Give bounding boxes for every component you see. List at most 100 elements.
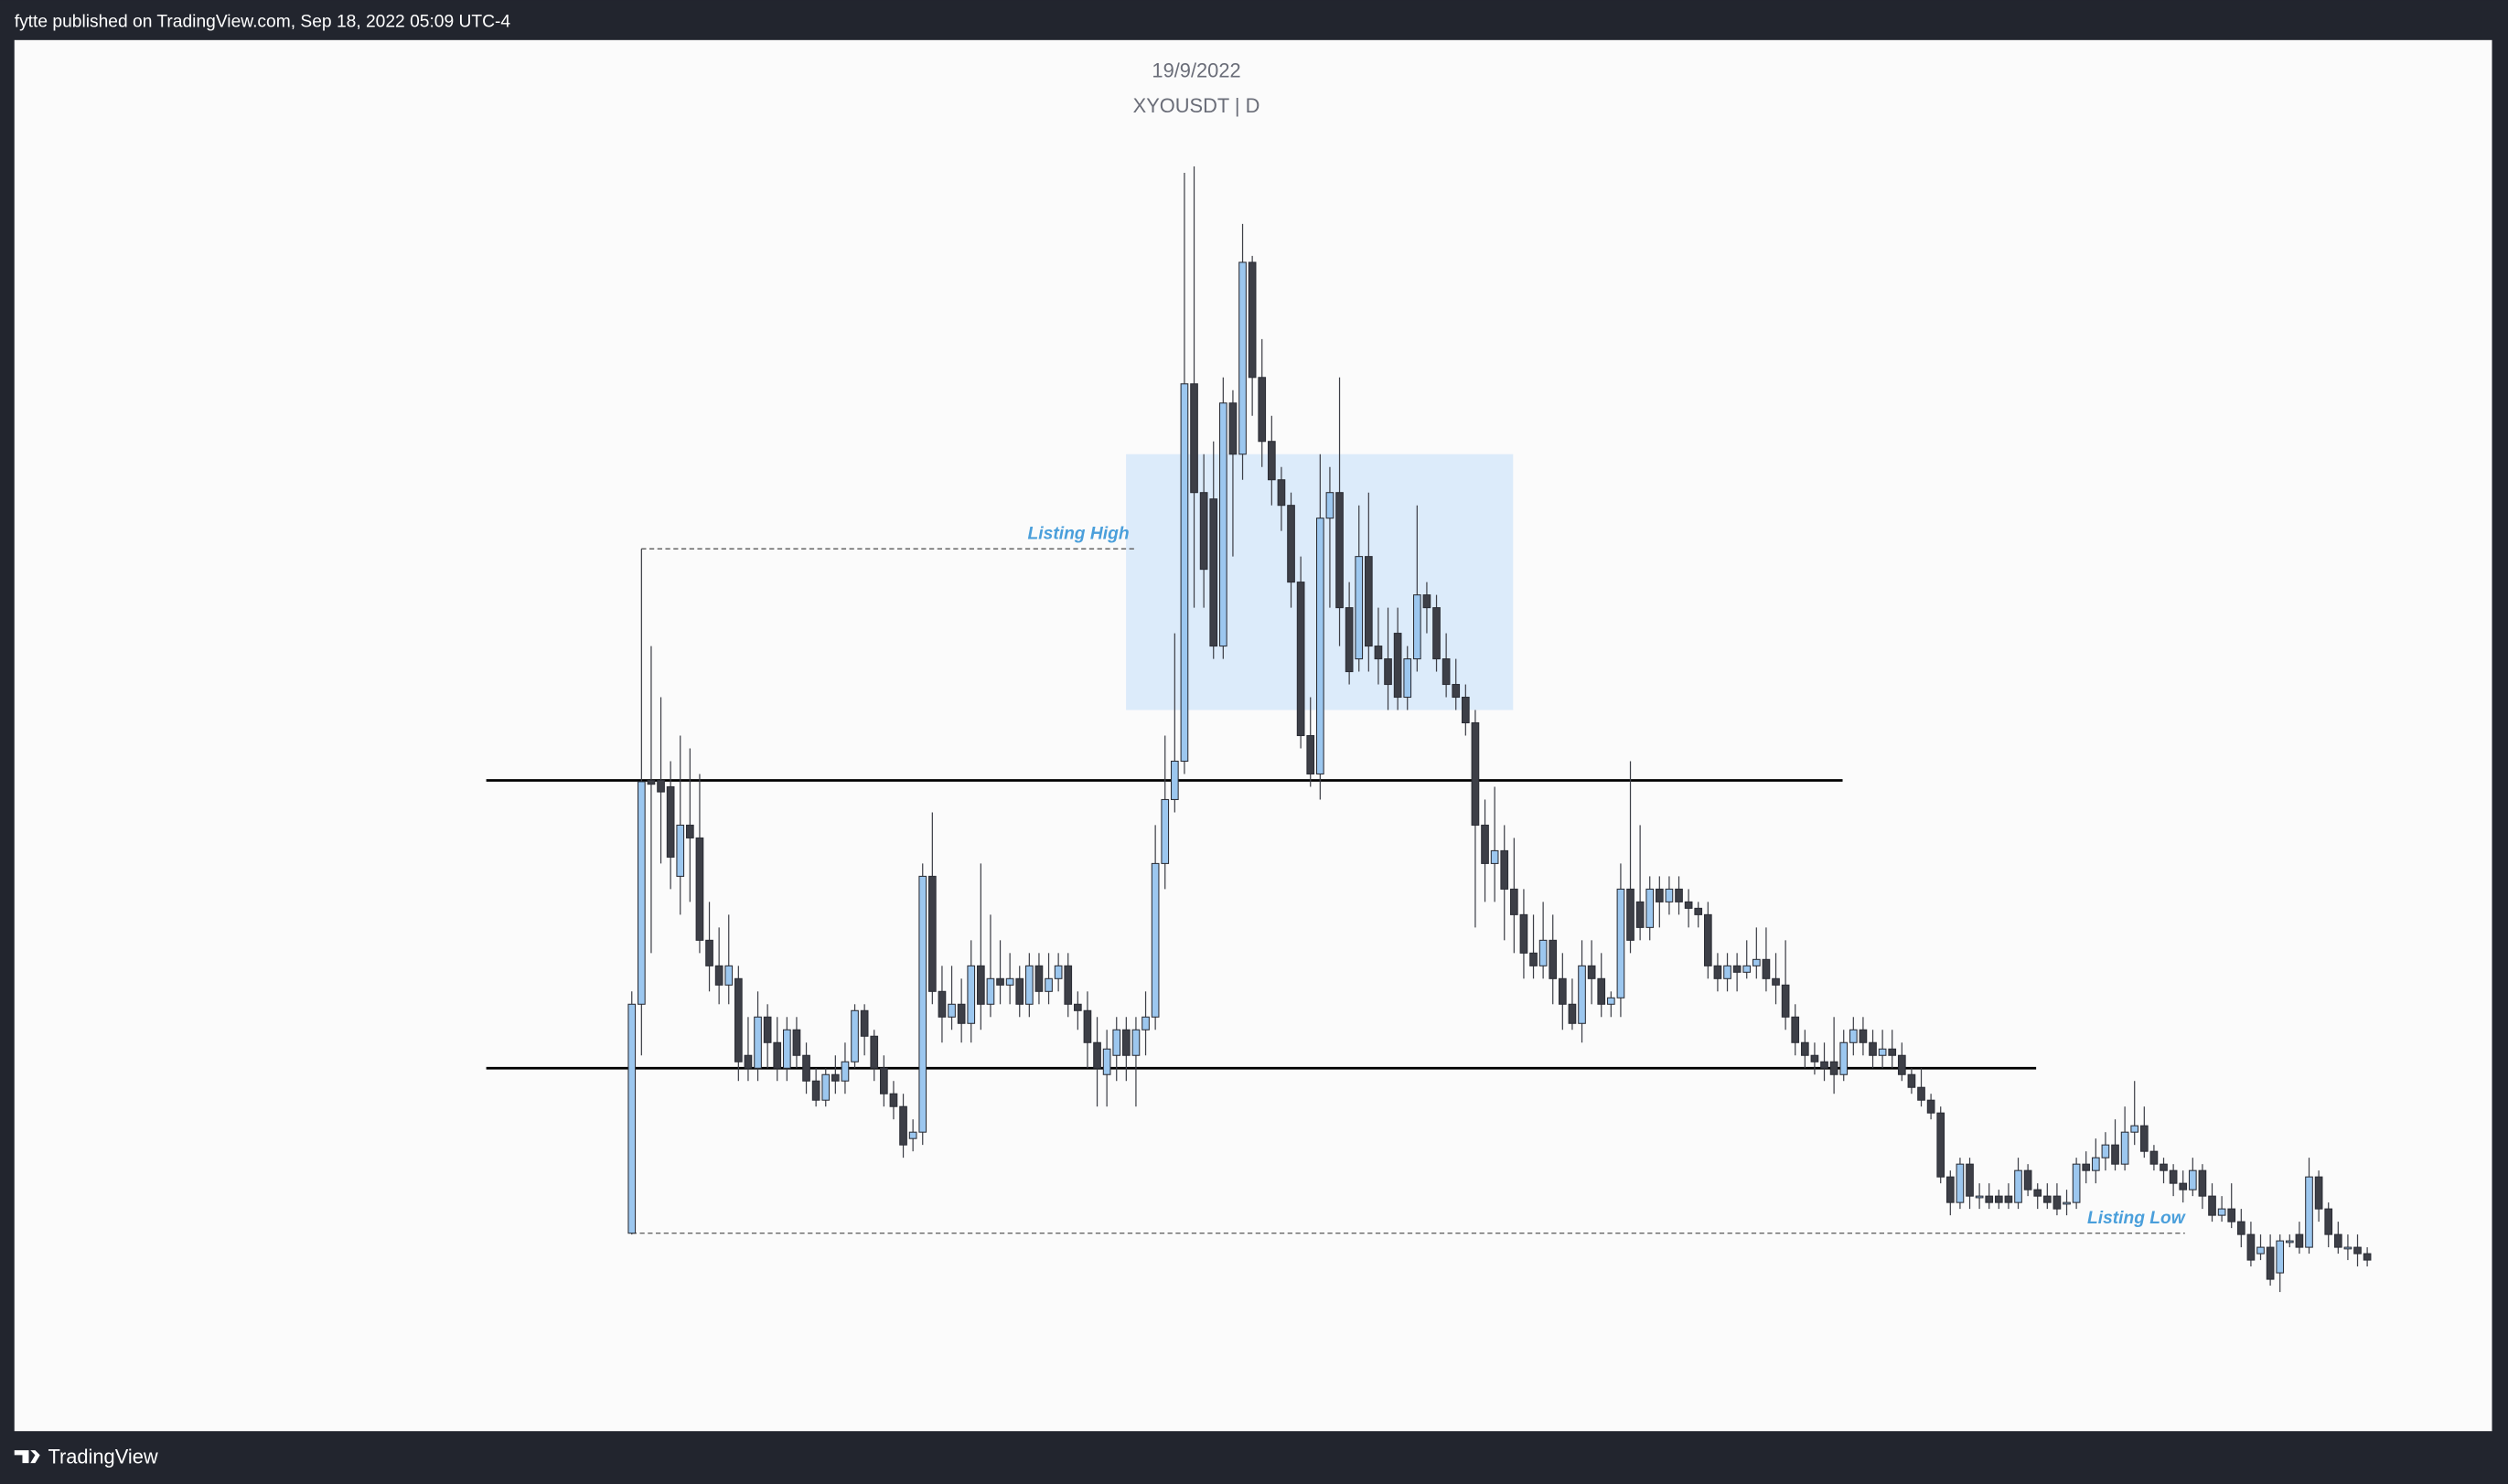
candle-body <box>948 1003 956 1018</box>
candle-body <box>996 977 1004 986</box>
candle-body <box>1684 901 1693 909</box>
candle-body <box>1054 965 1063 979</box>
candle-body <box>1461 697 1470 724</box>
candle-body <box>1180 383 1189 763</box>
candle-body <box>1045 977 1053 992</box>
candle-body <box>1829 1061 1838 1075</box>
candle-body <box>2305 1176 2313 1248</box>
candle-body <box>1626 888 1634 941</box>
candle-body <box>1083 1009 1092 1043</box>
candle-body <box>1228 402 1238 455</box>
annotation-label: Listing High <box>1028 525 1130 544</box>
candle-body <box>1277 479 1286 507</box>
candle-body <box>1936 1112 1945 1178</box>
candle-body <box>1800 1041 1809 1056</box>
candle-body <box>2082 1163 2091 1171</box>
candle-body <box>927 875 937 992</box>
candle-body <box>1161 798 1170 864</box>
candle-body <box>2091 1157 2100 1171</box>
candle-body <box>1490 849 1499 864</box>
candle-body <box>1403 658 1412 699</box>
candle-body <box>1616 888 1625 998</box>
candle-body <box>1306 734 1315 774</box>
candle-body <box>2295 1233 2304 1248</box>
candle-body <box>1897 1054 1906 1075</box>
candle-body <box>657 779 665 793</box>
candle-body <box>638 781 646 1005</box>
candle-body <box>1141 1016 1150 1030</box>
candle-body <box>2042 1195 2052 1203</box>
candle-body <box>908 1131 917 1139</box>
candle-body <box>2198 1169 2207 1197</box>
candle-body <box>1703 913 1712 966</box>
candle-body <box>1267 441 1276 481</box>
candle-body <box>647 779 656 785</box>
candle-body <box>1238 262 1247 455</box>
candle-body <box>2246 1233 2256 1261</box>
candle-body <box>734 977 743 1062</box>
candle-body <box>1432 607 1441 660</box>
candle-body <box>2188 1169 2197 1190</box>
candle-body <box>1287 505 1295 583</box>
candle-body <box>851 1009 859 1062</box>
candle-body <box>1810 1054 1819 1062</box>
candle-body <box>1209 498 1218 647</box>
candle-body <box>1606 997 1615 1005</box>
candle-body <box>2052 1195 2062 1210</box>
candle-body <box>1752 958 1761 966</box>
candle-body <box>1635 901 1645 928</box>
candle-body <box>1869 1041 1877 1056</box>
candle-body <box>1296 582 1305 737</box>
candle-body <box>2285 1240 2294 1244</box>
candle-body <box>1325 492 1334 519</box>
candle-body <box>1587 965 1596 979</box>
candle-body <box>1772 977 1780 986</box>
candle-body <box>783 1029 791 1069</box>
candle-body <box>1345 607 1354 673</box>
candle-body <box>938 990 947 1018</box>
candle-body <box>1519 913 1528 954</box>
candle-body <box>1005 977 1014 986</box>
candle-body <box>1248 262 1257 379</box>
candle-body <box>841 1061 850 1082</box>
candle-body <box>1926 1099 1935 1114</box>
candle-body <box>1762 958 1771 979</box>
logo-icon <box>14 1450 40 1464</box>
candle-body <box>1131 1029 1141 1056</box>
candle-body <box>1393 633 1402 699</box>
candle-body <box>1529 952 1538 966</box>
candle-body <box>2014 1169 2022 1203</box>
candle-body <box>1151 862 1160 1018</box>
candle-body <box>1558 977 1567 1005</box>
candle-body <box>1471 721 1480 826</box>
candle-body <box>860 1009 869 1037</box>
candle-body <box>1170 760 1179 800</box>
candle-body <box>2343 1246 2353 1250</box>
candle-body <box>1732 965 1742 973</box>
candle-body <box>1355 556 1364 660</box>
footer-brand[interactable]: TradingView <box>48 1446 157 1468</box>
candle-body <box>1917 1086 1925 1101</box>
candle-body <box>1945 1176 1955 1203</box>
candle-body <box>627 1003 637 1234</box>
candle-body <box>831 1073 840 1082</box>
candle-body <box>2023 1169 2032 1190</box>
candle-body <box>695 837 704 941</box>
candle-body <box>1442 658 1451 686</box>
candle-body <box>754 1016 762 1069</box>
candle-body <box>1093 1041 1101 1069</box>
candle-body <box>1675 888 1683 902</box>
candle-body <box>1888 1048 1897 1056</box>
candle-body <box>880 1067 888 1094</box>
candle-body <box>1258 377 1267 443</box>
candle-body <box>2217 1208 2226 1216</box>
candle-body <box>666 785 675 858</box>
candle-body <box>1839 1041 1849 1075</box>
candle-body <box>1859 1029 1868 1043</box>
candle-body <box>870 1035 879 1069</box>
candle-body <box>1024 965 1034 1005</box>
candle-body <box>2236 1221 2245 1235</box>
candle-body <box>1199 492 1208 571</box>
candle-body <box>1064 965 1073 1005</box>
